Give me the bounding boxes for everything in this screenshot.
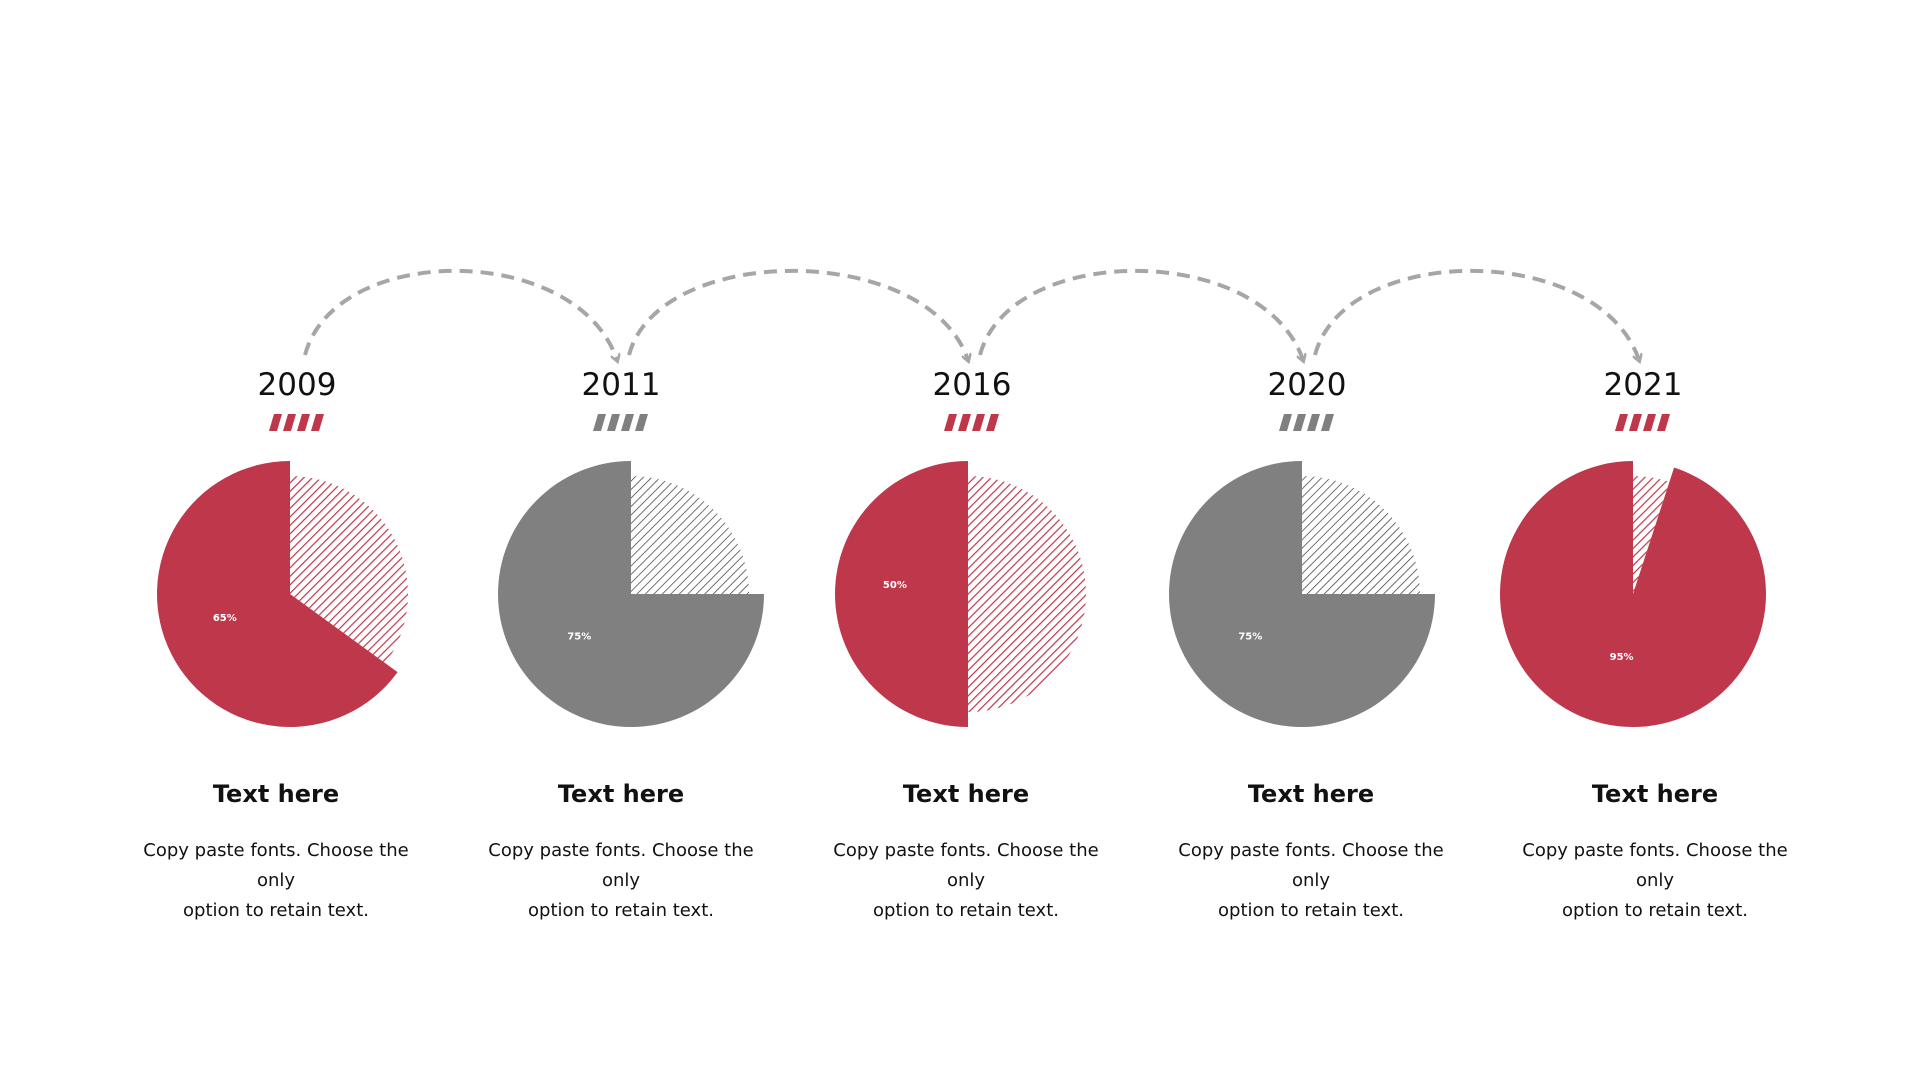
pie-slice-value [835, 461, 968, 727]
stripe-marker [1643, 414, 1656, 431]
description-line: Copy paste fonts. Choose the only [1522, 840, 1788, 891]
stripe-marker [269, 414, 282, 431]
pie-slice-value [1499, 461, 1766, 727]
pie-slice-remainder [290, 476, 408, 664]
stripe-marker [1293, 414, 1306, 431]
description-line: option to retain text. [873, 900, 1059, 921]
stripe-marker [621, 414, 634, 431]
heading-2021: Text here [1591, 780, 1719, 808]
description-line: Copy paste fonts. Choose the only [488, 840, 754, 891]
stripe-marker [972, 414, 985, 431]
stripe-marker [593, 414, 606, 431]
description-line: option to retain text. [1562, 900, 1748, 921]
dashed-arrow [627, 268, 968, 360]
stripe-marker [986, 414, 999, 431]
year-label-2011: 2011 [581, 367, 661, 403]
pie-slice-remainder [631, 476, 749, 594]
pie-slice-value [498, 461, 764, 727]
pie-slice-remainder [1302, 476, 1420, 594]
description-line: Copy paste fonts. Choose the only [833, 840, 1099, 891]
pie-slice-value [157, 461, 398, 727]
pie-slice-remainder [1633, 476, 1670, 594]
stripe-marker [958, 414, 971, 431]
pie-value-label: 65% [213, 613, 237, 624]
year-label-2009: 2009 [257, 367, 337, 403]
pie-value-label: 95% [1610, 652, 1634, 663]
heading-2011: Text here [557, 780, 685, 808]
year-label-2016: 2016 [932, 367, 1012, 403]
heading-2020: Text here [1247, 780, 1375, 808]
pie-value-label: 50% [883, 580, 907, 591]
stripe-marker [1615, 414, 1628, 431]
stripe-marker [607, 414, 620, 431]
stripe-marker [283, 414, 296, 431]
pie-value-label: 75% [1238, 632, 1262, 643]
description-line: Copy paste fonts. Choose the only [1178, 840, 1444, 891]
year-label-2020: 2020 [1267, 367, 1347, 403]
heading-2016: Text here [902, 780, 1030, 808]
stripe-marker [1321, 414, 1334, 431]
description-line: option to retain text. [528, 900, 714, 921]
pie-slice-remainder [968, 476, 1086, 712]
dashed-arrow [978, 268, 1303, 360]
stripe-marker [297, 414, 310, 431]
stripe-marker [1629, 414, 1642, 431]
stripe-marker [1307, 414, 1320, 431]
stripe-marker [311, 414, 324, 431]
stripe-marker [944, 414, 957, 431]
description-line: Copy paste fonts. Choose the only [143, 840, 409, 891]
description-2016: Copy paste fonts. Choose the only option… [816, 836, 1116, 926]
dashed-arrow [1313, 268, 1639, 360]
stripe-marker [1279, 414, 1292, 431]
year-label-2021: 2021 [1603, 367, 1683, 403]
heading-2009: Text here [212, 780, 340, 808]
pie-value-label: 75% [567, 632, 591, 643]
stripe-marker [635, 414, 648, 431]
dashed-arrow [303, 268, 617, 360]
stripe-marker [1657, 414, 1670, 431]
description-2021: Copy paste fonts. Choose the only option… [1505, 836, 1805, 926]
description-2020: Copy paste fonts. Choose the only option… [1161, 836, 1461, 926]
description-line: option to retain text. [183, 900, 369, 921]
description-line: option to retain text. [1218, 900, 1404, 921]
description-2011: Copy paste fonts. Choose the only option… [471, 836, 771, 926]
pie-slice-value [1169, 461, 1435, 727]
description-2009: Copy paste fonts. Choose the only option… [126, 836, 426, 926]
